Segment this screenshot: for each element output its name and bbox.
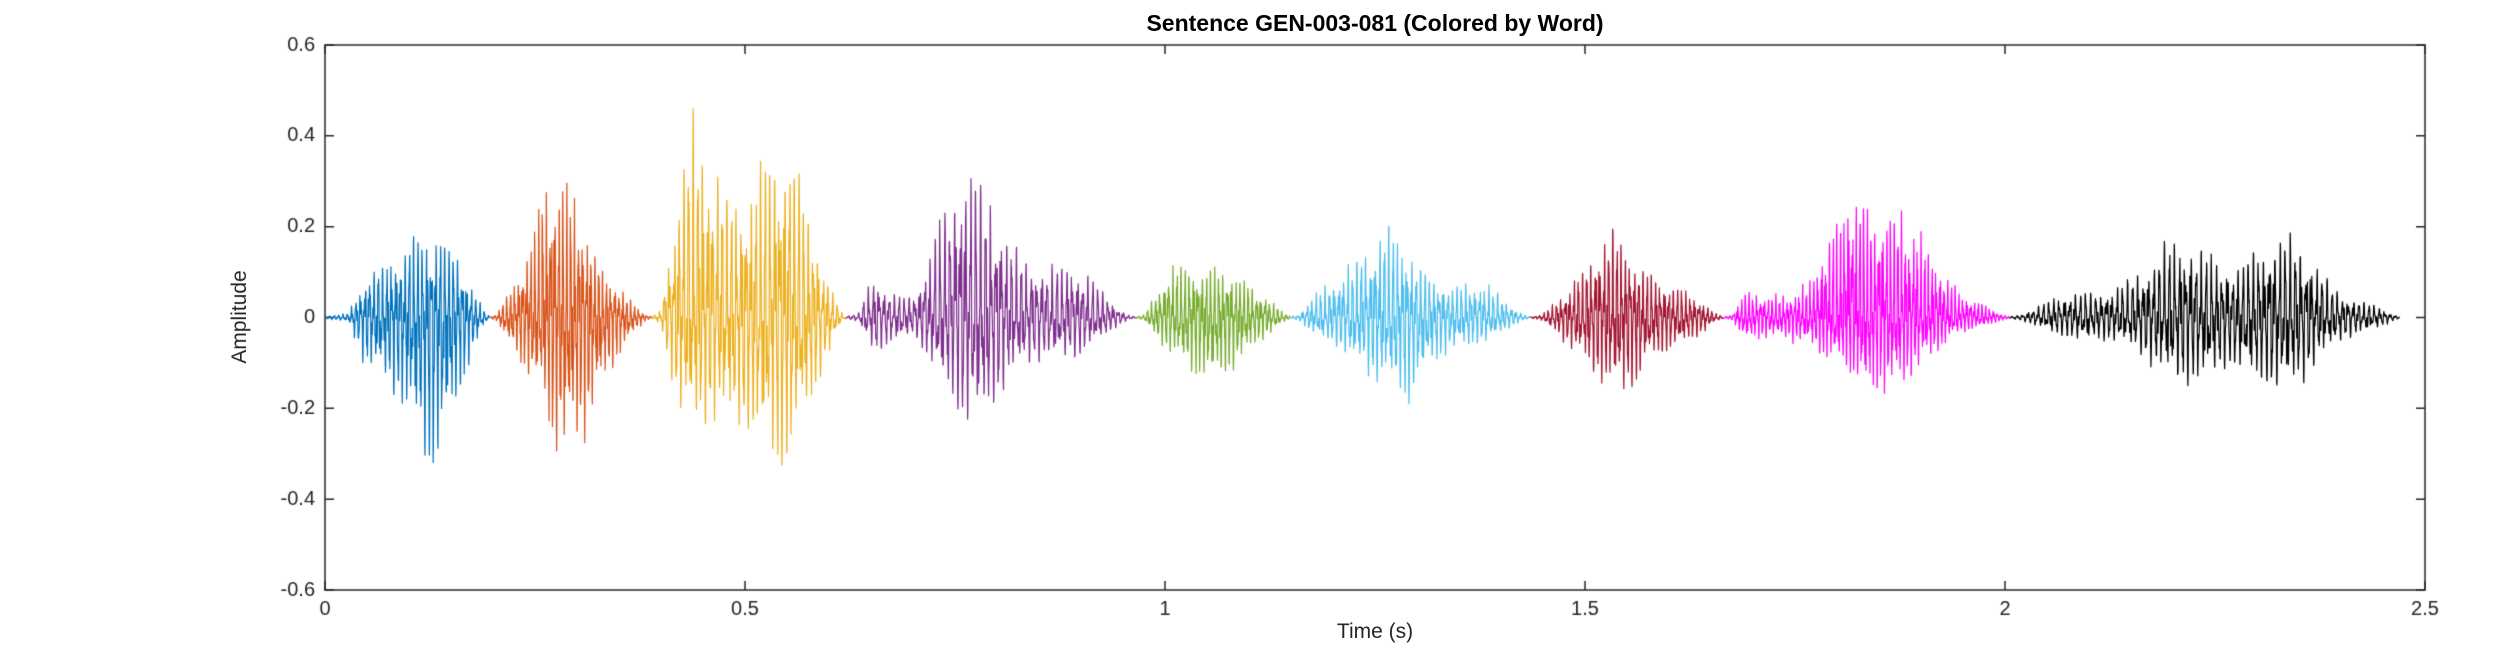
plot-title: Sentence GEN-003-081 (Colored by Word) xyxy=(1146,10,1604,36)
x-axis-label: Time (s) xyxy=(1336,620,1414,643)
y-axis-label: Amplitude xyxy=(228,270,251,364)
